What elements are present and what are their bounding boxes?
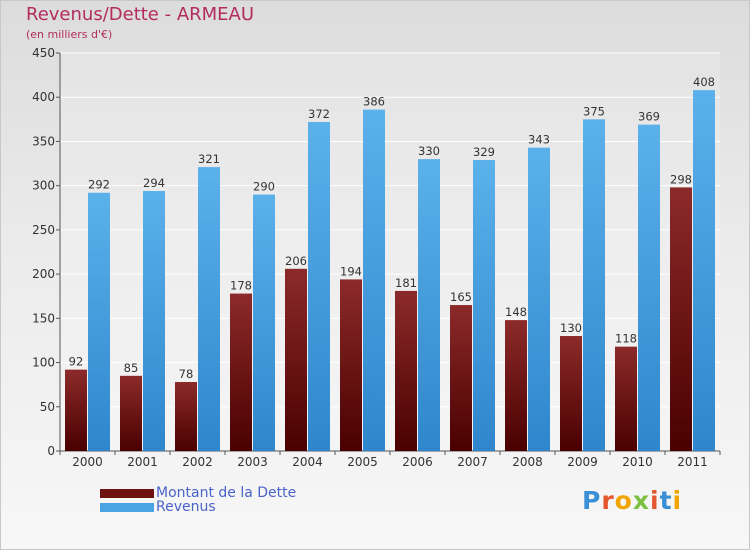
data-label-revenus: 369 <box>638 110 660 124</box>
bar-revenus <box>418 159 440 451</box>
x-tick-label: 2002 <box>182 455 213 469</box>
x-tick-label: 2006 <box>402 455 433 469</box>
bar-dette <box>670 187 692 452</box>
legend-label-revenus: Revenus <box>156 499 216 515</box>
data-label-dette: 130 <box>560 321 582 335</box>
data-label-revenus: 343 <box>528 133 550 147</box>
bar-revenus <box>143 190 165 451</box>
x-tick-label: 2009 <box>567 455 598 469</box>
data-label-dette: 298 <box>670 172 692 186</box>
x-tick-label: 2011 <box>677 455 708 469</box>
x-tick-label: 2008 <box>512 455 543 469</box>
legend-item-revenus: Revenus <box>100 500 296 514</box>
data-label-dette: 92 <box>69 355 84 369</box>
logo-letter: r <box>601 486 615 515</box>
data-label-dette: 118 <box>615 332 637 346</box>
data-label-dette: 194 <box>340 264 362 278</box>
data-label-dette: 148 <box>505 305 527 319</box>
bar-revenus <box>638 124 660 451</box>
data-label-revenus: 294 <box>143 176 165 190</box>
bar-dette <box>65 369 87 451</box>
legend-item-dette: Montant de la Dette <box>100 486 296 500</box>
data-label-dette: 78 <box>179 367 194 381</box>
x-tick-label: 2007 <box>457 455 488 469</box>
bar-revenus <box>308 121 330 451</box>
y-tick-label: 100 <box>32 356 55 370</box>
y-tick-label: 200 <box>32 267 55 281</box>
bar-revenus <box>88 192 110 451</box>
y-tick-label: 150 <box>32 311 55 325</box>
data-label-dette: 178 <box>230 279 252 293</box>
y-tick-label: 350 <box>32 134 55 148</box>
bar-dette <box>340 279 362 451</box>
legend-label-dette: Montant de la Dette <box>156 485 297 501</box>
bar-revenus <box>253 194 275 451</box>
legend: Montant de la Dette Revenus <box>100 486 296 514</box>
data-label-revenus: 329 <box>473 145 495 159</box>
x-tick-label: 2004 <box>292 455 323 469</box>
bar-revenus <box>473 160 495 452</box>
data-label-revenus: 375 <box>583 104 605 118</box>
x-tick-label: 2003 <box>237 455 268 469</box>
bar-dette <box>175 382 197 451</box>
data-label-dette: 165 <box>450 290 472 304</box>
x-tick-label: 2005 <box>347 455 378 469</box>
bar-revenus <box>583 119 605 451</box>
logo-letter: o <box>614 486 633 515</box>
data-label-dette: 181 <box>395 276 417 290</box>
data-label-revenus: 290 <box>253 180 275 194</box>
x-tick-label: 2001 <box>127 455 158 469</box>
chart-title: Revenus/Dette - ARMEAU <box>26 4 255 25</box>
y-tick-label: 450 <box>32 46 55 60</box>
data-label-revenus: 321 <box>198 152 220 166</box>
data-label-revenus: 330 <box>418 144 440 158</box>
bar-revenus <box>528 147 550 451</box>
x-tick-label: 2010 <box>622 455 653 469</box>
logo-letter: x <box>632 486 650 515</box>
logo-letter: t <box>659 486 673 515</box>
data-label-revenus: 408 <box>693 75 715 89</box>
data-label-revenus: 372 <box>308 107 330 121</box>
proxiti-logo: Proxiti <box>582 486 682 515</box>
bar-revenus <box>198 167 220 452</box>
data-label-dette: 85 <box>124 361 139 375</box>
y-tick-label: 400 <box>32 90 55 104</box>
legend-swatch-dette <box>100 488 154 498</box>
legend-swatch-revenus <box>100 502 154 512</box>
bar-dette <box>230 293 252 451</box>
bar-revenus <box>363 109 385 452</box>
data-label-revenus: 292 <box>88 178 110 192</box>
plot-area <box>60 53 720 451</box>
bar-dette <box>450 305 472 451</box>
logo-letter: P <box>582 486 602 515</box>
bar-revenus <box>693 90 715 451</box>
logo-letter: i <box>672 486 683 515</box>
data-label-dette: 206 <box>285 254 307 268</box>
y-tick-label: 250 <box>32 223 55 237</box>
y-tick-label: 300 <box>32 179 55 193</box>
bar-dette <box>120 375 142 451</box>
data-label-revenus: 386 <box>363 95 385 109</box>
bar-dette <box>505 320 527 451</box>
chart-subtitle: (en milliers d'€) <box>26 28 113 41</box>
bar-dette <box>285 268 307 451</box>
x-tick-label: 2000 <box>72 455 103 469</box>
bar-dette <box>560 336 582 451</box>
y-tick-label: 50 <box>40 400 55 414</box>
logo-letter: i <box>650 486 660 515</box>
bar-dette <box>395 290 417 451</box>
bar-dette <box>615 346 637 451</box>
y-tick-label: 0 <box>47 444 55 458</box>
